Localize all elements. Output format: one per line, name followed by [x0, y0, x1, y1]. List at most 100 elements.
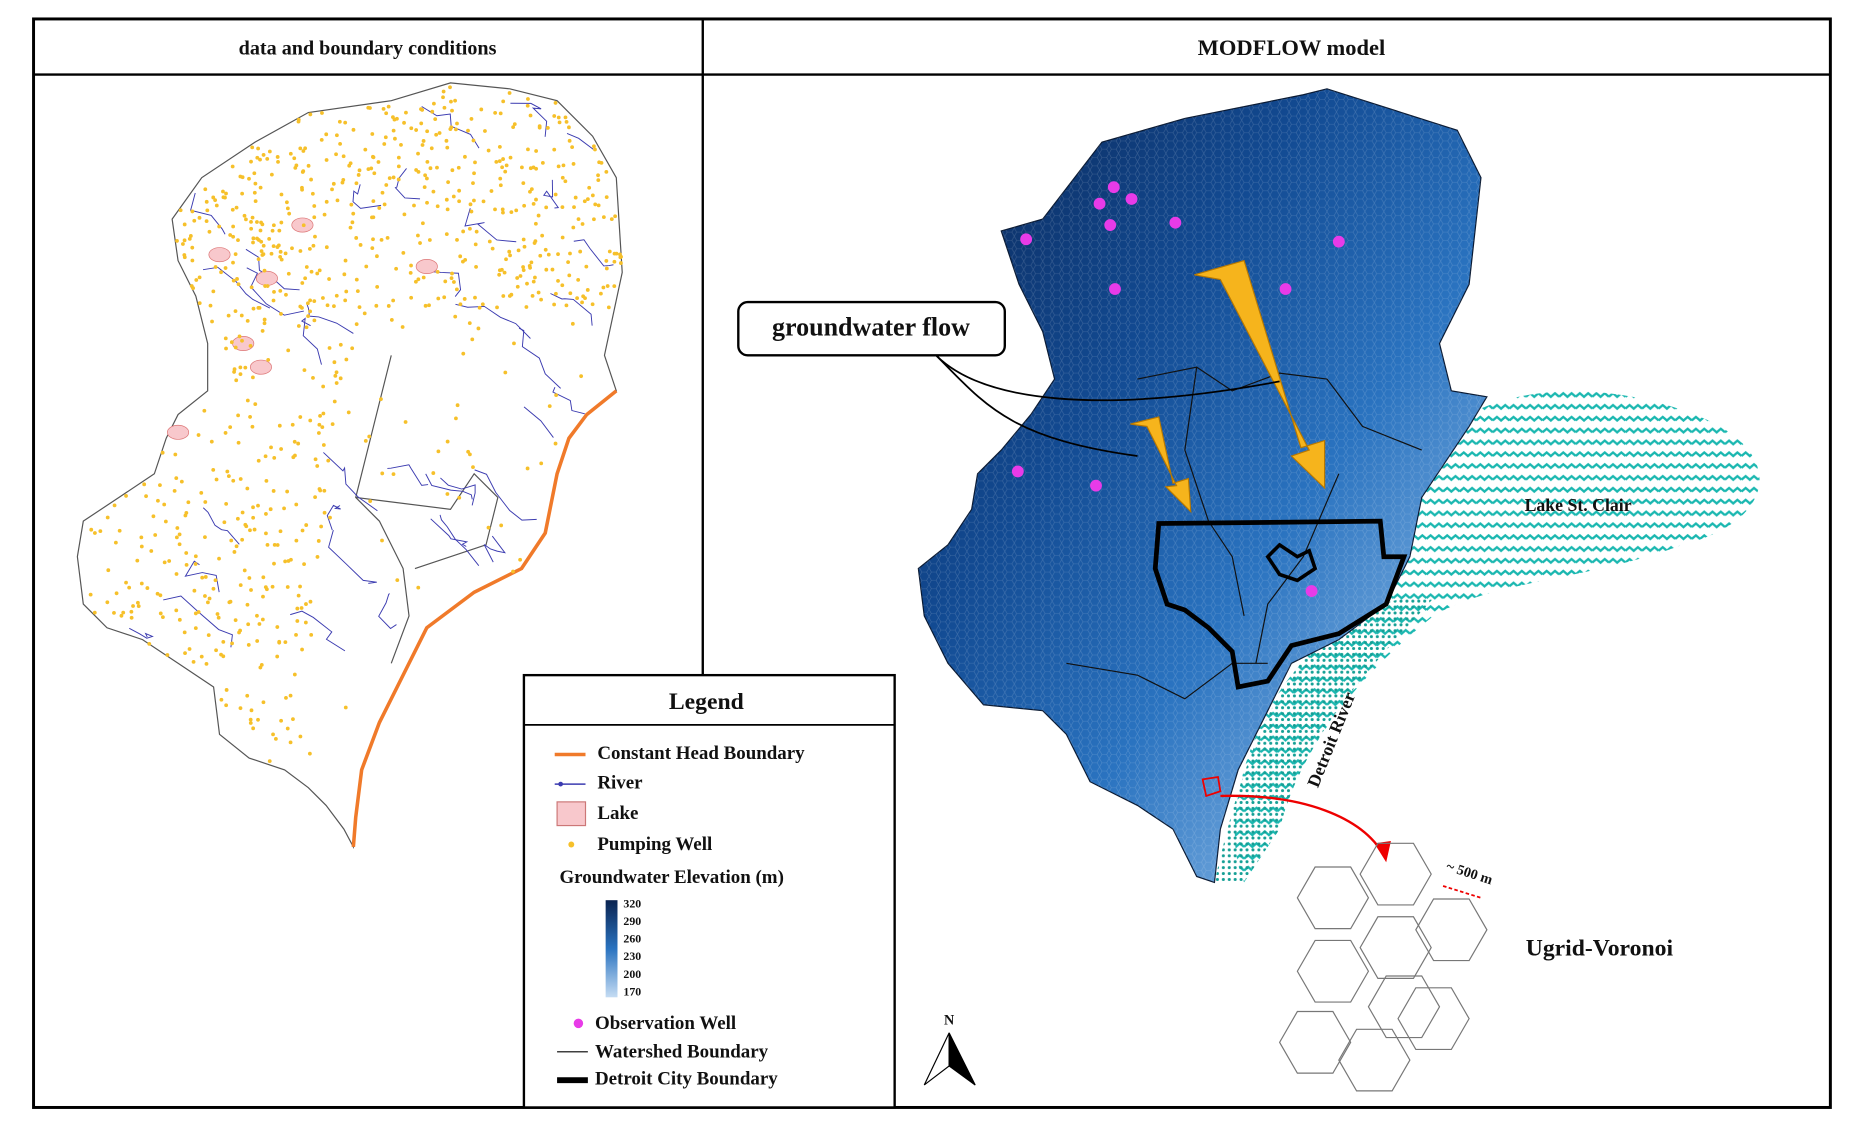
pumping-well — [217, 224, 222, 229]
pumping-well — [486, 148, 491, 153]
pumping-well — [379, 237, 384, 242]
pumping-well — [267, 237, 272, 241]
pumping-well — [204, 199, 209, 204]
voronoi-cell — [1278, 1010, 1352, 1074]
pumping-well — [354, 322, 359, 327]
pumping-well — [225, 469, 230, 474]
pumping-well — [308, 418, 313, 423]
pumping-well — [286, 348, 291, 353]
pumping-well — [501, 210, 505, 215]
pumping-well — [300, 647, 304, 652]
pumping-well — [253, 181, 258, 186]
pumping-well — [372, 171, 377, 176]
river — [523, 406, 554, 438]
pumping-well — [468, 226, 472, 231]
pumping-well — [197, 215, 202, 220]
pumping-well — [596, 178, 601, 183]
voronoi-cell — [1359, 916, 1432, 979]
pumping-well — [450, 108, 454, 113]
pumping-well — [479, 107, 484, 112]
pumping-well — [278, 249, 283, 254]
pumping-well — [229, 340, 234, 345]
pumping-well — [428, 166, 433, 171]
pumping-well — [234, 205, 239, 210]
pumping-well — [267, 759, 272, 764]
pumping-well — [416, 169, 421, 174]
pumping-well — [455, 121, 459, 126]
pumping-well — [463, 154, 467, 159]
pumping-well — [181, 242, 185, 246]
pumping-well — [233, 252, 238, 257]
pumping-well — [92, 610, 97, 615]
lake — [249, 359, 272, 375]
pumping-well — [245, 398, 250, 403]
pumping-well — [431, 189, 436, 194]
pumping-well — [183, 651, 187, 656]
pumping-well — [174, 608, 179, 613]
pumping-well — [487, 239, 492, 244]
river — [184, 560, 220, 593]
pumping-well — [158, 593, 163, 598]
pumping-well — [580, 222, 585, 226]
pumping-well — [224, 191, 228, 196]
pumping-well — [504, 163, 509, 168]
pumping-well — [256, 717, 260, 722]
pumping-well — [568, 291, 573, 296]
pumping-well — [453, 314, 458, 319]
pumping-well — [499, 523, 504, 528]
pumping-well — [228, 233, 233, 237]
pumping-well — [288, 151, 293, 156]
pumping-well — [251, 726, 256, 731]
pumping-well — [380, 538, 384, 543]
voronoi-cells — [1278, 842, 1488, 1092]
pumping-well — [387, 176, 392, 181]
pumping-well — [472, 171, 476, 176]
pumping-well — [234, 544, 239, 549]
pumping-well — [88, 592, 93, 597]
river — [394, 168, 421, 200]
pumping-well — [313, 234, 317, 239]
pumping-well — [174, 572, 179, 576]
pumping-well — [113, 540, 118, 545]
colorbar-tick-label: 230 — [623, 949, 641, 963]
pumping-well — [382, 142, 387, 146]
pumping-well — [151, 514, 156, 519]
river — [323, 452, 378, 512]
pumping-well — [330, 422, 335, 427]
pumping-well — [320, 425, 325, 430]
river — [518, 327, 561, 389]
pumping-well — [553, 192, 558, 197]
pumping-well — [324, 158, 329, 162]
pumping-well — [156, 498, 160, 503]
pumping-well — [319, 524, 324, 529]
pumping-well — [448, 127, 453, 132]
pumping-well — [526, 97, 530, 101]
pumping-well — [251, 505, 255, 510]
pumping-well — [193, 562, 198, 566]
pumping-well — [444, 197, 449, 202]
pumping-well — [309, 632, 314, 637]
pumping-well — [533, 275, 537, 280]
pumping-well — [383, 135, 388, 140]
lake — [208, 247, 231, 263]
pumping-well — [529, 260, 534, 265]
river — [483, 535, 506, 563]
pumping-well — [370, 132, 375, 136]
callout-box — [737, 300, 1006, 357]
pumping-well — [330, 187, 334, 192]
pumping-well — [327, 277, 331, 281]
pumping-well — [292, 156, 297, 161]
pumping-well — [571, 162, 576, 166]
pumping-well — [177, 532, 182, 537]
pumping-well — [203, 594, 207, 598]
pumping-well — [422, 185, 427, 190]
pumping-well — [251, 306, 256, 311]
pumping-well — [592, 144, 596, 149]
pumping-well — [258, 185, 263, 190]
pumping-well — [294, 163, 299, 168]
pumping-well — [312, 204, 317, 208]
pumping-well — [612, 284, 617, 289]
pumping-well — [401, 250, 406, 255]
pumping-well — [334, 381, 339, 385]
lake — [415, 259, 438, 274]
